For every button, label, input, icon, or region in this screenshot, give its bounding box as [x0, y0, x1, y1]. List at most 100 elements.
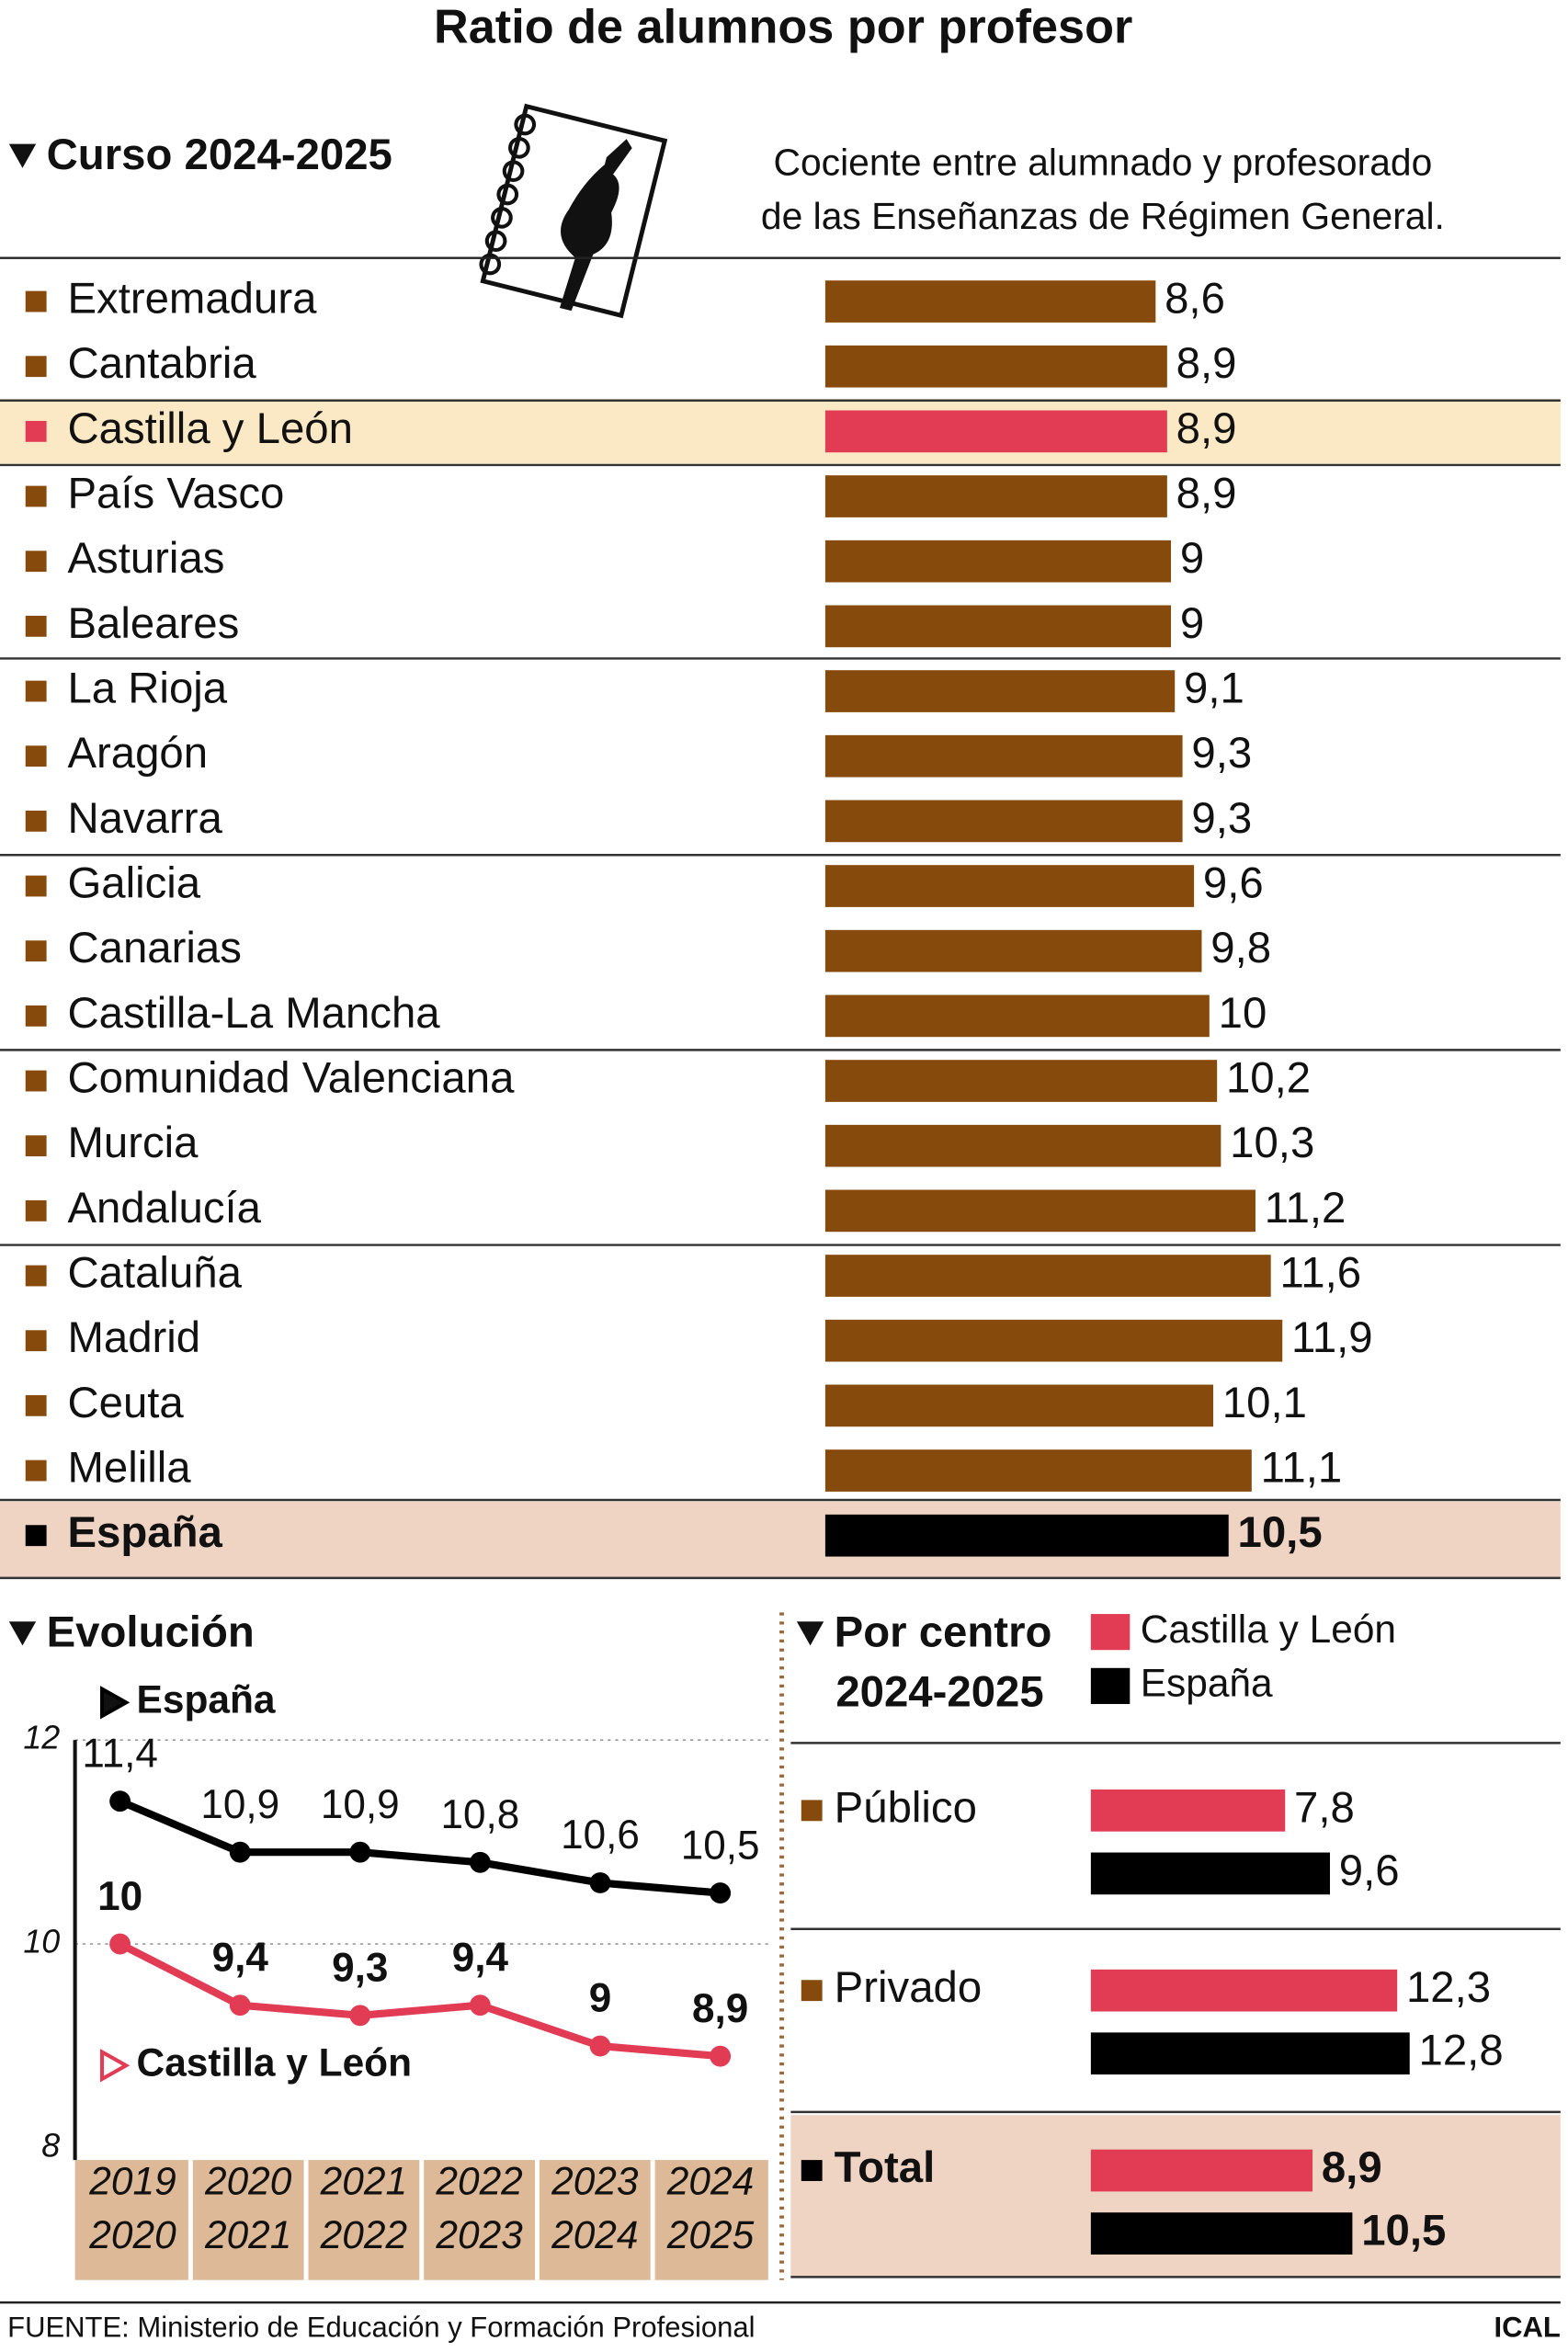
bar [1090, 2149, 1313, 2192]
series-label: Castilla y León [137, 2040, 412, 2084]
triangle-icon [8, 1621, 37, 1646]
line [118, 1940, 721, 2061]
legend-swatch [25, 1005, 47, 1027]
point [589, 1872, 611, 1893]
triangle-icon [796, 1621, 824, 1646]
bar [824, 475, 1167, 517]
bar [824, 1189, 1256, 1233]
x-tick-label: 2020 [204, 2159, 292, 2202]
legend-swatch [25, 615, 47, 637]
value-label: 9,4 [212, 1935, 269, 1980]
legend-swatch [25, 680, 47, 702]
x-tick-label: 2020 [88, 2213, 176, 2256]
section-title: Curso 2024-2025 [47, 131, 392, 179]
value-label: 10 [97, 1874, 142, 1919]
bar [824, 605, 1172, 648]
bar [824, 280, 1156, 323]
bar [824, 800, 1183, 843]
legend-swatch [25, 290, 47, 312]
value-label: 8,9 [692, 1986, 748, 2031]
category-label: Asturias [67, 534, 224, 583]
category-swatch [801, 2160, 823, 2181]
value-label: 10,5 [1361, 2207, 1446, 2255]
line [119, 1797, 721, 1897]
value-label: 9,4 [452, 1935, 509, 1980]
value-label: 10,1 [1222, 1379, 1307, 1427]
category-swatch [801, 1980, 823, 2002]
category-label: Aragón [67, 729, 208, 778]
bar [824, 1319, 1283, 1362]
value-label: 9,1 [1184, 665, 1244, 713]
value-label: 9,3 [1191, 794, 1252, 843]
value-label: 10,9 [200, 1782, 279, 1827]
category-label: Andalucía [67, 1184, 261, 1233]
category-label: Baleares [67, 599, 239, 648]
category-label: Castilla-La Mancha [67, 989, 440, 1038]
legend-swatch [25, 420, 47, 442]
category-label: Privado [835, 1963, 983, 2012]
series-marker [99, 1686, 131, 1720]
category-label: La Rioja [67, 665, 227, 713]
value-label: 11,9 [1291, 1313, 1373, 1362]
x-tick-label: 2021 [320, 2159, 407, 2202]
bar [824, 1255, 1271, 1297]
value-label: 9,8 [1210, 924, 1271, 972]
x-tick-label: 2023 [551, 2159, 639, 2202]
point [109, 1933, 131, 1955]
value-label: 10,8 [441, 1792, 520, 1837]
bar [824, 540, 1172, 583]
x-tick-label: 2025 [666, 2213, 755, 2256]
legend-swatch [25, 485, 47, 507]
value-label: 9 [1180, 599, 1204, 648]
point [469, 1994, 491, 2017]
value-label: 9,6 [1339, 1846, 1400, 1895]
bar [824, 410, 1167, 453]
triangle-icon [8, 143, 37, 168]
bar [824, 1449, 1252, 1492]
x-tick-label: 2019 [88, 2159, 176, 2202]
point [589, 2035, 611, 2057]
category-label: Ceuta [67, 1379, 184, 1427]
value-label: 12,8 [1419, 2027, 1504, 2075]
value-label: 9 [589, 1976, 612, 2021]
value-label: 9 [1180, 534, 1204, 583]
legend-swatch [25, 1135, 47, 1157]
category-label: Madrid [67, 1313, 200, 1362]
point [469, 1851, 491, 1873]
value-label: 11,1 [1261, 1444, 1343, 1493]
value-label: 10,5 [681, 1823, 760, 1868]
bar [1090, 1969, 1398, 2012]
x-tick-label: 2024 [666, 2159, 754, 2202]
category-swatch [801, 1800, 823, 1822]
legend-swatch [25, 1265, 47, 1287]
row-highlight [0, 399, 1561, 464]
y-tick-label: 10 [23, 1923, 60, 1960]
value-label: 8,9 [1176, 470, 1237, 518]
legend-swatch [25, 551, 47, 573]
category-label: Extremadura [67, 275, 317, 324]
bar [1090, 1789, 1286, 1832]
category-label: Total [835, 2143, 936, 2192]
value-label: 10,9 [321, 1782, 400, 1827]
category-label: Galicia [67, 859, 200, 908]
value-label: 8,9 [1322, 2143, 1382, 2192]
legend-swatch [25, 1070, 47, 1092]
point [710, 2045, 732, 2067]
legend-swatch [25, 356, 47, 378]
point [109, 1790, 131, 1812]
category-label: Melilla [67, 1444, 191, 1493]
x-tick-label: 2022 [320, 2213, 407, 2256]
category-label: Castilla y León [67, 404, 352, 453]
legend-swatch [25, 1330, 47, 1352]
legend-swatch [1090, 1614, 1131, 1651]
section-title: Por centro [835, 1608, 1052, 1656]
category-label: Comunidad Valenciana [67, 1054, 515, 1103]
value-label: 10,3 [1230, 1119, 1314, 1167]
category-label: Cataluña [67, 1249, 242, 1298]
point [229, 1841, 251, 1863]
value-label: 7,8 [1294, 1783, 1355, 1832]
point [349, 2005, 371, 2027]
value-label: 10 [1219, 989, 1267, 1038]
